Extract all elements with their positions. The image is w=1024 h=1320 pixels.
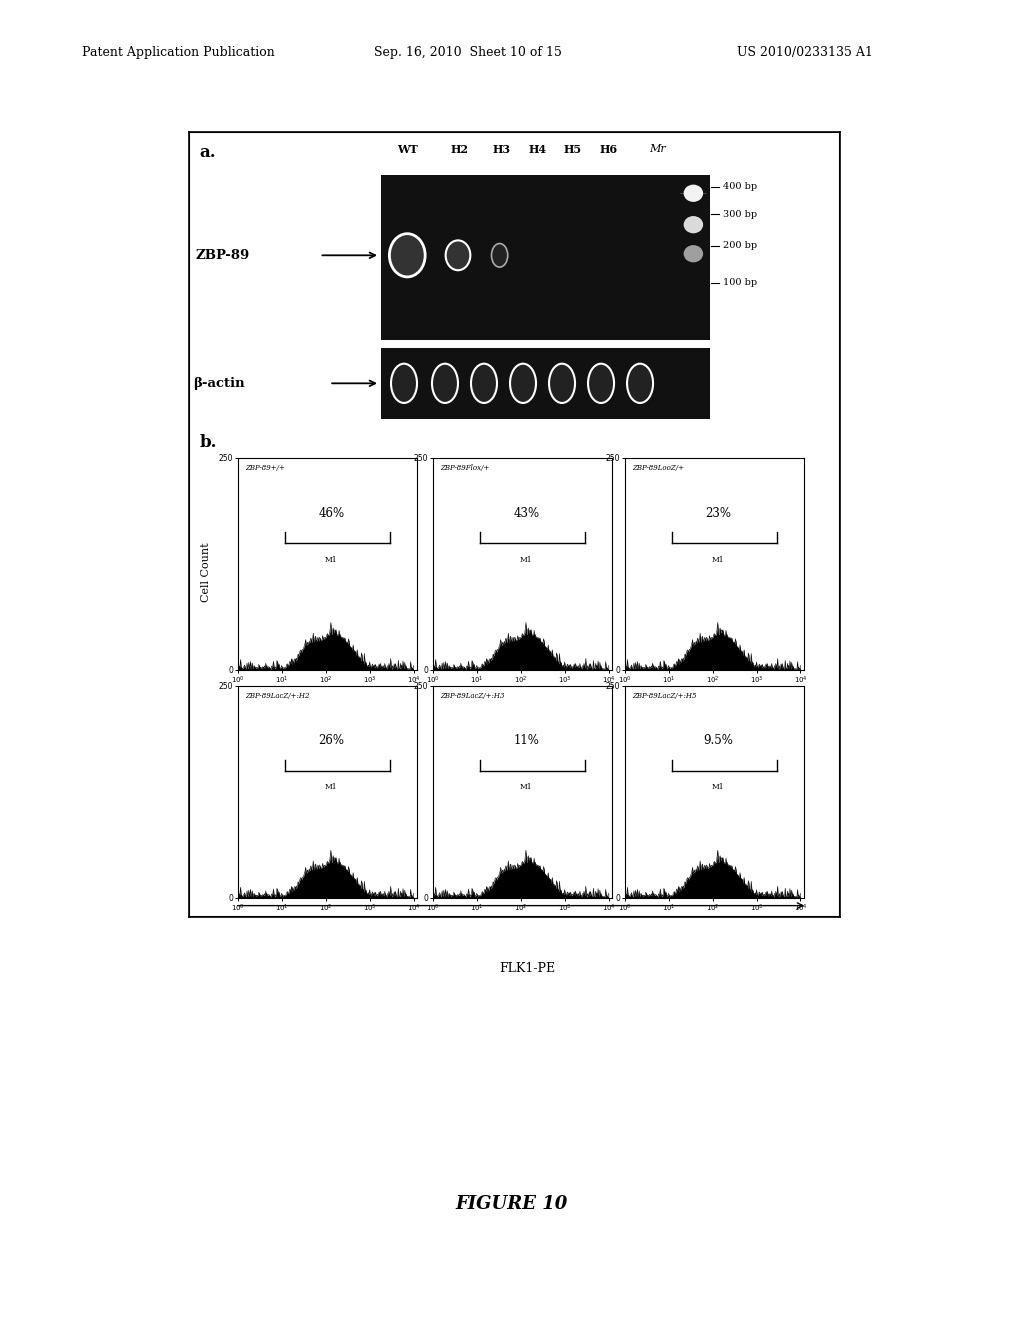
Text: Mr: Mr	[649, 144, 666, 154]
Text: b.: b.	[200, 434, 217, 451]
Text: ZBP-89+/+: ZBP-89+/+	[246, 465, 286, 473]
Ellipse shape	[627, 364, 653, 403]
Text: H5: H5	[564, 144, 583, 154]
Ellipse shape	[391, 364, 417, 403]
Text: ZBP-89LacZ/+:H2: ZBP-89LacZ/+:H2	[246, 692, 310, 700]
Text: M1: M1	[325, 784, 338, 792]
Text: H4: H4	[528, 144, 547, 154]
Text: 300 bp: 300 bp	[723, 210, 757, 219]
Text: 46%: 46%	[318, 507, 344, 520]
Ellipse shape	[684, 185, 703, 202]
Ellipse shape	[684, 246, 703, 263]
Ellipse shape	[510, 364, 536, 403]
Ellipse shape	[445, 240, 470, 271]
Text: H3: H3	[493, 144, 511, 154]
Ellipse shape	[684, 216, 703, 234]
Text: ZBP-89LooZ/+: ZBP-89LooZ/+	[632, 465, 684, 473]
Ellipse shape	[471, 364, 497, 403]
Text: β-actin: β-actin	[193, 376, 245, 389]
Text: ZBP-89LacZ/+:H5: ZBP-89LacZ/+:H5	[632, 692, 696, 700]
Text: M1: M1	[520, 784, 532, 792]
Text: 9.5%: 9.5%	[703, 734, 733, 747]
Bar	[381, 176, 710, 341]
Ellipse shape	[389, 234, 425, 277]
Text: US 2010/0233135 A1: US 2010/0233135 A1	[737, 46, 873, 59]
Text: 400 bp: 400 bp	[723, 182, 757, 191]
Text: 23%: 23%	[706, 507, 731, 520]
Text: 11%: 11%	[513, 734, 540, 747]
Text: H2: H2	[451, 144, 468, 154]
Text: Patent Application Publication: Patent Application Publication	[82, 46, 274, 59]
Text: 26%: 26%	[318, 734, 344, 747]
Text: FLK1-PE: FLK1-PE	[500, 962, 556, 975]
Text: M1: M1	[712, 556, 724, 564]
Text: H6: H6	[600, 144, 617, 154]
Text: ZBP-89: ZBP-89	[196, 248, 250, 261]
Bar	[381, 348, 710, 418]
Text: a.: a.	[200, 144, 216, 161]
Text: 43%: 43%	[513, 507, 540, 520]
Ellipse shape	[432, 364, 458, 403]
Text: WT: WT	[397, 144, 418, 154]
Text: ZBP-89Flox/+: ZBP-89Flox/+	[440, 465, 489, 473]
Text: 100 bp: 100 bp	[723, 279, 757, 288]
Text: M1: M1	[712, 784, 724, 792]
Text: M1: M1	[520, 556, 532, 564]
Text: 200 bp: 200 bp	[723, 242, 757, 251]
Text: Sep. 16, 2010  Sheet 10 of 15: Sep. 16, 2010 Sheet 10 of 15	[374, 46, 561, 59]
Ellipse shape	[588, 364, 614, 403]
Text: ZBP-89LacZ/+:H3: ZBP-89LacZ/+:H3	[440, 692, 505, 700]
Text: M1: M1	[325, 556, 338, 564]
Text: FIGURE 10: FIGURE 10	[456, 1195, 568, 1213]
Ellipse shape	[549, 364, 575, 403]
Text: Cell Count: Cell Count	[201, 543, 211, 602]
Ellipse shape	[492, 243, 508, 267]
